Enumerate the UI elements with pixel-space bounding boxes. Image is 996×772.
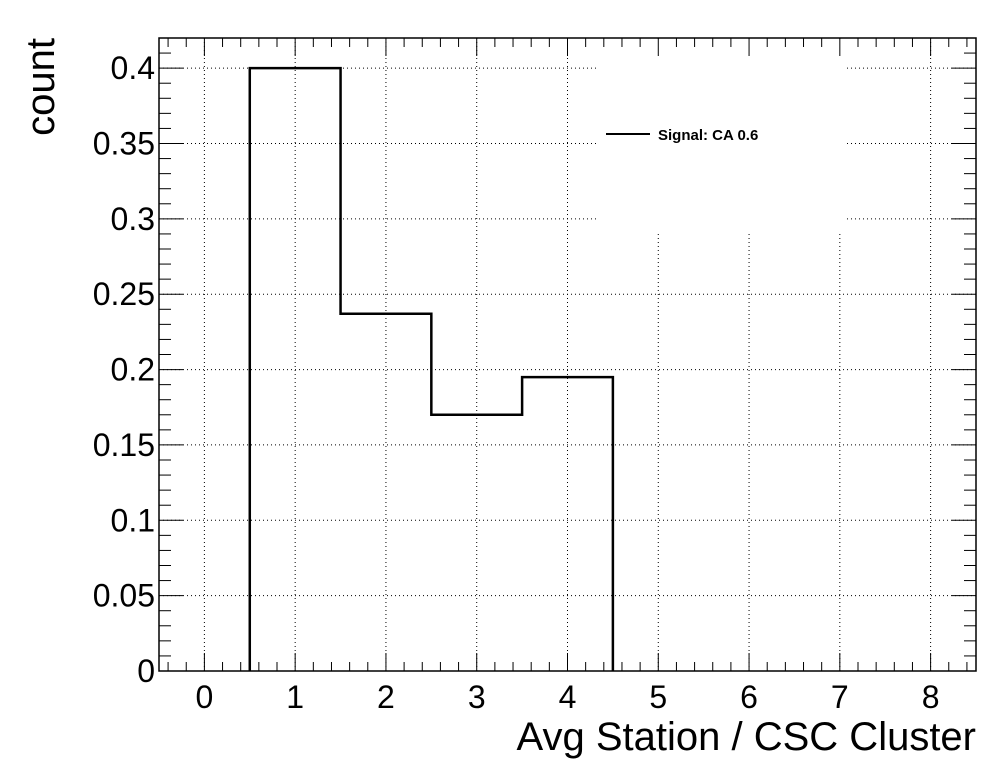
x-tick-label: 0 — [195, 679, 213, 715]
y-tick-label: 0.4 — [111, 50, 155, 86]
y-tick-label: 0.35 — [93, 126, 155, 162]
y-tick-label: 0.25 — [93, 276, 155, 312]
x-tick-label: 1 — [286, 679, 304, 715]
legend-label-signal: Signal: CA 0.6 — [658, 127, 758, 144]
plot-frame — [158, 37, 977, 672]
y-tick-label: 0.05 — [93, 578, 155, 614]
histogram-outline — [248, 66, 615, 671]
x-tick-label: 7 — [831, 679, 849, 715]
histogram-series — [248, 66, 615, 671]
grid — [159, 38, 976, 671]
legend: Signal: CA 0.6 — [606, 127, 758, 144]
x-tick-label: 2 — [377, 679, 395, 715]
x-tick-label: 3 — [468, 679, 486, 715]
y-tick-label: 0.15 — [93, 427, 155, 463]
y-tick-label: 0 — [137, 653, 155, 689]
x-tick-label: 5 — [649, 679, 667, 715]
y-tick-label: 0.1 — [111, 502, 155, 538]
x-tick-labels: 0 1 2 3 4 5 6 7 8 — [195, 679, 939, 715]
y-axis-title: count — [19, 38, 63, 136]
x-tick-label: 8 — [922, 679, 940, 715]
x-tick-label: 4 — [559, 679, 577, 715]
y-tick-label: 0.2 — [111, 352, 155, 388]
x-tick-label: 6 — [740, 679, 758, 715]
y-tick-label: 0.3 — [111, 201, 155, 237]
y-tick-labels: 0 0.05 0.1 0.15 0.2 0.25 0.3 0.35 0.4 — [93, 50, 155, 689]
x-axis-title: Avg Station / CSC Cluster — [517, 715, 976, 759]
axis-ticks — [159, 37, 976, 672]
